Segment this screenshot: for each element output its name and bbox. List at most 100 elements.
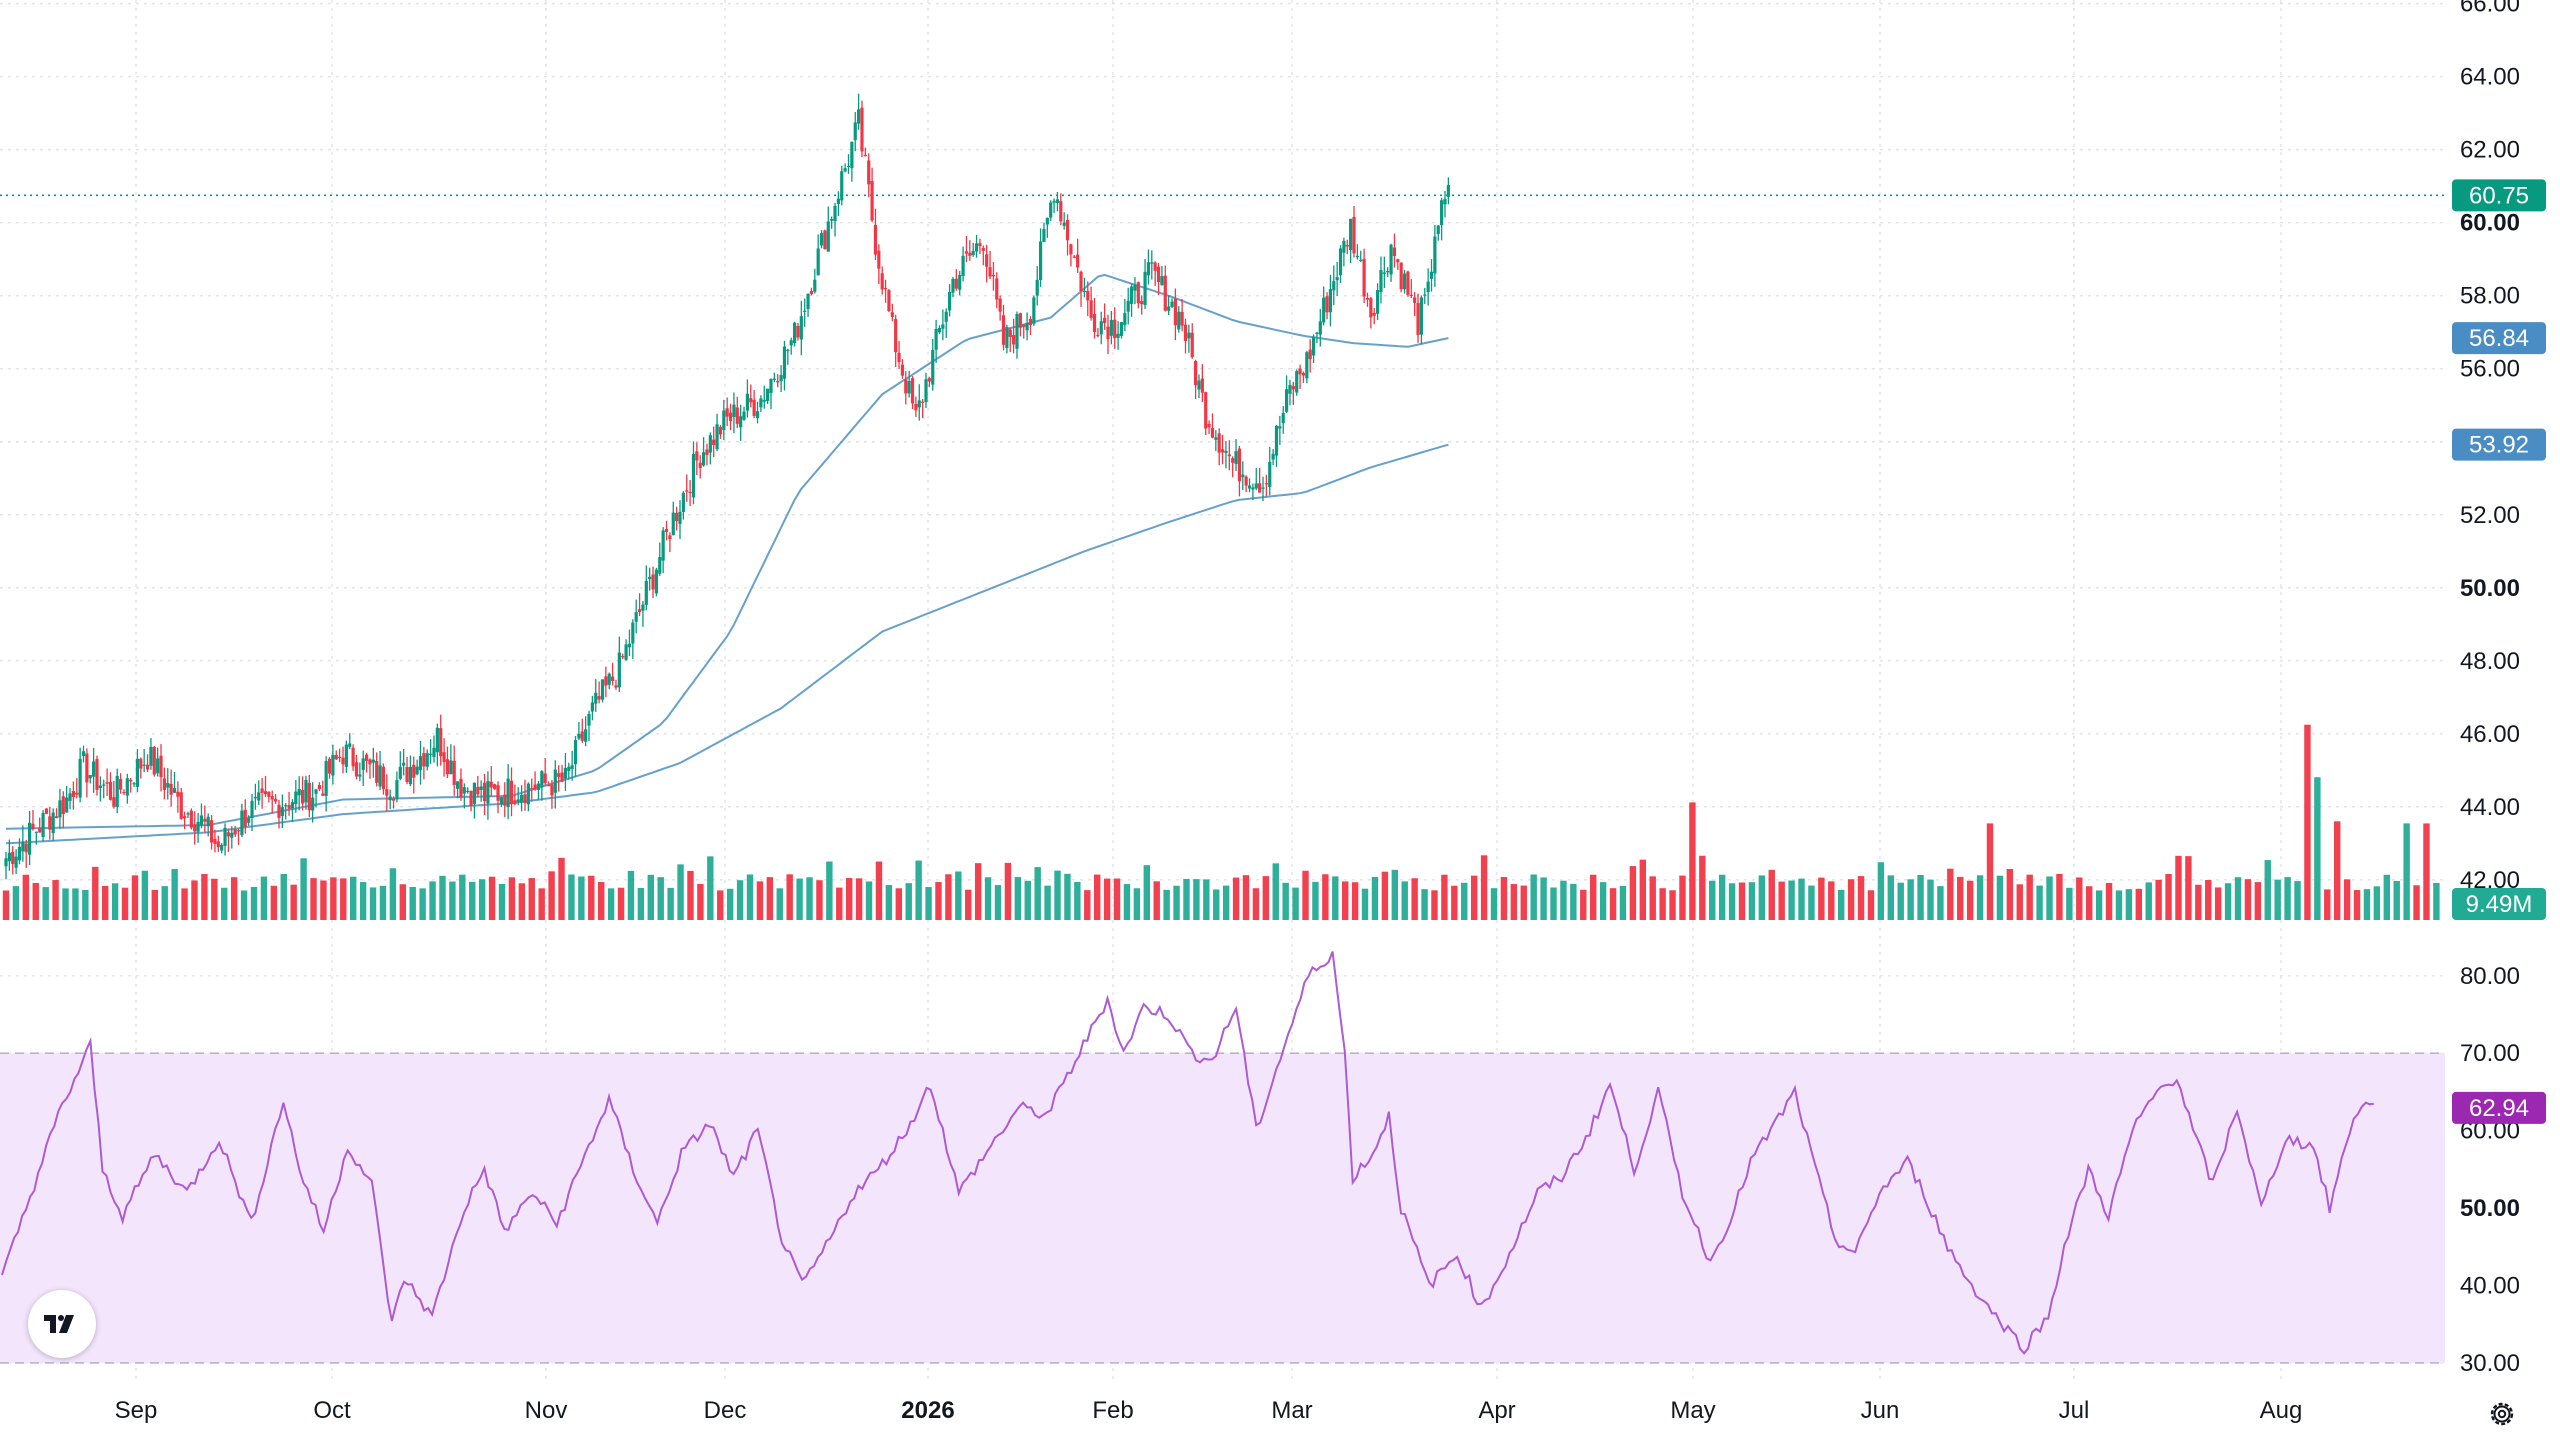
volume-bar: [1302, 870, 1309, 920]
volume-bar: [528, 878, 535, 920]
volume-bar: [1351, 882, 1359, 920]
volume-bar: [2383, 874, 2390, 920]
volume-bar: [578, 876, 585, 920]
candle-body: [1399, 262, 1403, 290]
moving-average-line: [5, 443, 1449, 845]
price-tick-label: 66.00: [2460, 0, 2520, 18]
candle-body: [324, 761, 328, 796]
gear-icon[interactable]: [2482, 1394, 2522, 1434]
volume-bar: [1490, 888, 1498, 920]
candle-body: [978, 243, 982, 246]
candle-body: [1082, 290, 1086, 293]
candle-body: [85, 753, 89, 783]
candle-body: [840, 171, 844, 201]
volume-bar: [518, 883, 526, 920]
candle-body: [1342, 240, 1346, 253]
candle-body: [722, 410, 726, 431]
candle-body: [378, 765, 382, 787]
candle-body: [189, 810, 193, 828]
volume-bar: [1163, 889, 1170, 920]
volume-bar: [1064, 873, 1071, 920]
candle-body: [1429, 271, 1434, 279]
candle-body: [786, 349, 790, 351]
candle-body: [675, 512, 679, 522]
candle-body: [948, 291, 952, 311]
volume-bar: [806, 877, 813, 920]
price-tick-label: 58.00: [2460, 283, 2520, 310]
candle-body: [530, 788, 534, 790]
candle-body: [1076, 254, 1080, 268]
candle-body: [755, 411, 760, 419]
candle-body: [1116, 333, 1120, 338]
rsi-tick-label: 80.00: [2460, 963, 2520, 990]
candle-body: [799, 316, 803, 340]
candle-body: [958, 274, 962, 290]
candle-body: [385, 789, 389, 796]
candle-body: [823, 230, 827, 250]
candle-body: [398, 766, 402, 779]
candle-body: [907, 380, 911, 394]
candle-body: [880, 273, 884, 290]
volume-bar: [2343, 879, 2351, 920]
volume-bar: [478, 879, 486, 920]
volume-bar: [201, 873, 208, 920]
candle-body: [44, 808, 49, 814]
candle-body: [260, 788, 264, 793]
volume-bar: [2115, 890, 2123, 920]
candle-body: [1183, 324, 1188, 341]
candle-body: [1234, 451, 1238, 464]
volume-bar: [1838, 889, 1845, 920]
candle-body: [233, 829, 237, 835]
candle-body: [557, 773, 561, 777]
price-badges: 60.75 56.84 53.92 9.49M 62.94: [2452, 179, 2546, 1124]
candle-body: [1113, 319, 1117, 339]
candle-body: [1423, 294, 1427, 296]
volume-bar: [677, 864, 684, 920]
tradingview-logo-icon[interactable]: [28, 1290, 96, 1358]
volume-bar: [826, 861, 833, 920]
x-tick-label: Mar: [1271, 1397, 1312, 1424]
last-price-badge: 60.75: [2469, 182, 2529, 209]
candle-body: [621, 656, 625, 658]
candle-body: [1129, 286, 1134, 304]
candle-body: [600, 679, 605, 700]
volume-bar: [1470, 875, 1478, 920]
volume-bar: [240, 890, 248, 920]
candle-body: [1278, 426, 1282, 429]
candle-body: [81, 751, 86, 757]
candle-body: [1426, 281, 1430, 292]
candle-body: [830, 219, 834, 221]
volume-bar: [766, 877, 774, 920]
candle-body: [1170, 301, 1174, 307]
volume-bar: [1570, 883, 1577, 920]
candle-body: [708, 435, 712, 453]
candle-body: [314, 789, 318, 794]
volume-bar: [1510, 884, 1518, 920]
candle-body: [941, 324, 945, 329]
volume-bar: [1391, 869, 1398, 920]
volume-bar: [1054, 870, 1061, 920]
candle-body: [135, 758, 140, 787]
volume-bar: [2, 890, 10, 920]
candle-body: [910, 378, 915, 404]
volume-bar: [2165, 873, 2172, 920]
candle-body: [631, 622, 635, 644]
volume-bar: [161, 886, 168, 920]
candle-body: [58, 800, 62, 818]
candle-body: [749, 398, 753, 403]
candle-body: [321, 793, 325, 796]
candle-body: [1281, 412, 1285, 424]
price-tick-label: 60.00: [2460, 210, 2520, 237]
candle-body: [1022, 324, 1026, 327]
volume-bar: [1917, 874, 1924, 920]
candle-body: [1335, 277, 1339, 281]
candle-body: [809, 290, 814, 295]
candle-body: [381, 766, 386, 790]
candle-body: [981, 247, 985, 251]
volume-bar: [2353, 890, 2361, 920]
candle-body: [995, 278, 999, 300]
volume-bar: [1252, 888, 1260, 920]
grid-lines: [0, 0, 2445, 1380]
volume-bar: [32, 882, 39, 920]
